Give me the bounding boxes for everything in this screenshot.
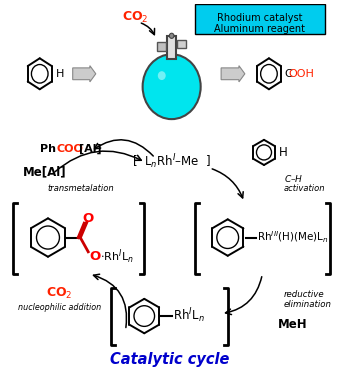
Text: $\cdot$Rh$^I$L$_n$: $\cdot$Rh$^I$L$_n$ — [100, 247, 134, 266]
Text: [Al]: [Al] — [79, 144, 101, 154]
FancyArrow shape — [73, 66, 96, 82]
FancyBboxPatch shape — [157, 42, 166, 50]
Text: activation: activation — [284, 184, 325, 193]
Circle shape — [142, 54, 201, 119]
Text: Ph: Ph — [40, 144, 56, 154]
FancyBboxPatch shape — [195, 4, 325, 34]
Text: CO$_2$: CO$_2$ — [46, 286, 73, 301]
Text: MeH: MeH — [278, 318, 308, 331]
Text: Me[Al]: Me[Al] — [23, 166, 67, 179]
Text: nucleophilic addition: nucleophilic addition — [18, 303, 101, 312]
Text: transmetalation: transmetalation — [48, 184, 114, 193]
Text: O: O — [83, 212, 94, 225]
Text: OOH: OOH — [289, 69, 314, 79]
Text: O: O — [89, 250, 101, 263]
FancyBboxPatch shape — [167, 36, 176, 59]
Circle shape — [158, 71, 166, 80]
Text: Rh$^{III}$(H)(Me)L$_n$: Rh$^{III}$(H)(Me)L$_n$ — [257, 230, 328, 245]
FancyBboxPatch shape — [177, 40, 186, 48]
Text: Catalytic cycle: Catalytic cycle — [110, 352, 230, 367]
Text: COO: COO — [56, 144, 83, 154]
Text: Rhodium catalyst: Rhodium catalyst — [217, 13, 303, 23]
Text: H: H — [56, 69, 64, 79]
Text: C: C — [285, 69, 292, 79]
FancyArrow shape — [221, 66, 245, 82]
Text: Aluminum reagent: Aluminum reagent — [214, 24, 305, 34]
Text: H: H — [279, 146, 288, 159]
Text: elimination: elimination — [284, 300, 332, 309]
Text: reductive: reductive — [284, 290, 324, 299]
Circle shape — [169, 33, 174, 39]
Text: $C$–$H$: $C$–$H$ — [284, 174, 303, 184]
Text: Rh$^I$L$_n$: Rh$^I$L$_n$ — [173, 307, 204, 325]
Text: $[$  L$_n$Rh$^I$–Me  $]$: $[$ L$_n$Rh$^I$–Me $]$ — [132, 152, 211, 171]
Text: CO$_2$: CO$_2$ — [122, 10, 149, 25]
